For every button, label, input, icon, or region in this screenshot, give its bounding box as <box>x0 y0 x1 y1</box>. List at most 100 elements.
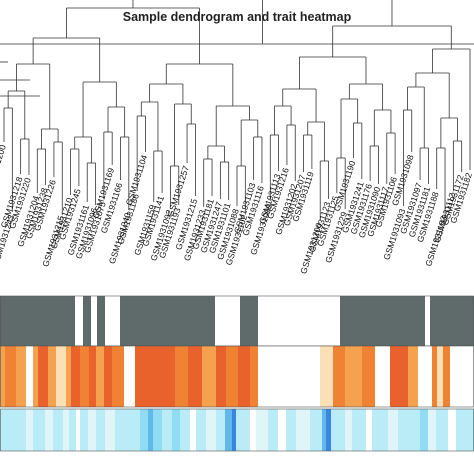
heatmap-cell <box>333 346 345 407</box>
heatmap-cell <box>112 346 124 407</box>
heatmap-cell <box>256 409 268 451</box>
heatmap-cell <box>148 409 153 451</box>
heatmap-cell <box>425 296 430 346</box>
heatmap-cell <box>202 346 216 407</box>
heatmap-cell <box>96 409 105 451</box>
heatmap-cell <box>105 409 115 451</box>
heatmap-cell <box>296 409 310 451</box>
heatmap-cell <box>268 409 278 451</box>
heatmap-cell <box>89 346 96 407</box>
heatmap-cell <box>398 409 420 451</box>
heatmap-cell <box>390 346 408 407</box>
heatmap-cell <box>33 346 38 407</box>
heatmap-cell <box>372 409 388 451</box>
heatmap-cell <box>456 409 474 451</box>
heatmap-cell <box>238 346 250 407</box>
heatmap-cell <box>140 409 148 451</box>
heatmap-cell <box>388 409 398 451</box>
heatmap-cell <box>322 409 326 451</box>
heatmap-cell <box>331 409 345 451</box>
heatmap-cell <box>190 409 196 451</box>
heatmap-cell <box>0 296 75 346</box>
heatmap-cell <box>206 409 216 451</box>
heatmap-cell <box>232 409 236 451</box>
heatmap-cell <box>216 409 225 451</box>
heatmap-cell <box>345 409 352 451</box>
heatmap-cell <box>215 296 240 346</box>
heatmap-cell <box>188 346 202 407</box>
heatmap-cell <box>63 409 69 451</box>
heatmap-cell <box>0 409 26 451</box>
heatmap-cell <box>120 296 215 346</box>
heatmap-cell <box>418 346 432 407</box>
heatmap-cell <box>71 346 80 407</box>
heatmap-cell <box>278 409 286 451</box>
heatmap-cell <box>96 346 104 407</box>
heatmap-cell <box>80 346 89 407</box>
heatmap-cell <box>430 296 474 346</box>
heatmap-cell <box>258 296 340 346</box>
heatmap-cell <box>443 346 450 407</box>
heatmap-cell <box>56 346 66 407</box>
heatmap-cell <box>366 409 372 451</box>
heatmap-cell <box>226 346 238 407</box>
heatmap-cell <box>225 409 232 451</box>
heatmap-cell <box>437 346 443 407</box>
heatmap-cell <box>80 409 88 451</box>
heatmap-cell <box>48 346 56 407</box>
heatmap-cell <box>26 346 33 407</box>
heatmap-cell <box>172 409 180 451</box>
heatmap-cell <box>88 409 96 451</box>
heatmap-cell <box>69 409 76 451</box>
heatmap-cell <box>326 409 331 451</box>
heatmap-cell <box>180 409 190 451</box>
heatmap-cell <box>38 346 48 407</box>
heatmap-cell <box>408 346 418 407</box>
heatmap-cell <box>0 346 5 407</box>
heatmap-cell <box>448 409 456 451</box>
dendrogram <box>0 0 474 220</box>
heatmap-cell <box>75 296 83 346</box>
heatmap-cell <box>104 346 112 407</box>
heatmap-cell <box>66 346 71 407</box>
heatmap-cell <box>91 296 97 346</box>
heatmap-cell <box>216 346 226 407</box>
leaf-labels: GSM1931200GSM1931243GSM1931218GSM1931220… <box>0 143 474 275</box>
heatmap-cell <box>250 346 258 407</box>
heatmap-cell <box>310 409 322 451</box>
heatmap-cell <box>16 346 26 407</box>
heatmap-cell <box>236 409 250 451</box>
heatmap-cell <box>196 409 206 451</box>
heatmap-cell <box>428 409 436 451</box>
chart-title: Sample dendrogram and trait heatmap <box>122 10 352 24</box>
heatmap-cell <box>135 346 175 407</box>
heatmap-cell <box>5 346 16 407</box>
heatmap-cell <box>258 346 320 407</box>
heatmap-cell <box>76 409 80 451</box>
heatmap-cell <box>53 409 63 451</box>
heatmap-cell <box>175 346 188 407</box>
heatmap-cell <box>45 409 53 451</box>
heatmap-cell <box>153 409 162 451</box>
heatmap-cell <box>33 409 45 451</box>
heatmap-cell <box>420 409 428 451</box>
heatmap-cell <box>320 346 333 407</box>
heatmap-cell <box>375 346 390 407</box>
heatmap-cell <box>105 296 120 346</box>
heatmap-cell <box>162 409 172 451</box>
heatmap-cell <box>345 346 362 407</box>
leaf-label: GSM1931200 <box>0 143 8 197</box>
heatmap-cell <box>362 346 375 407</box>
heatmap-cell <box>83 296 91 346</box>
heatmap-cell <box>432 346 437 407</box>
heatmap-cell <box>240 296 258 346</box>
heatmap-cell <box>340 296 425 346</box>
heatmap-cell <box>26 409 33 451</box>
heatmap-cell <box>124 346 135 407</box>
heatmap-cell <box>450 346 474 407</box>
trait-heatmap <box>0 295 474 452</box>
heatmap-cell <box>250 409 256 451</box>
heatmap-cell <box>97 296 105 346</box>
heatmap-cell <box>436 409 448 451</box>
